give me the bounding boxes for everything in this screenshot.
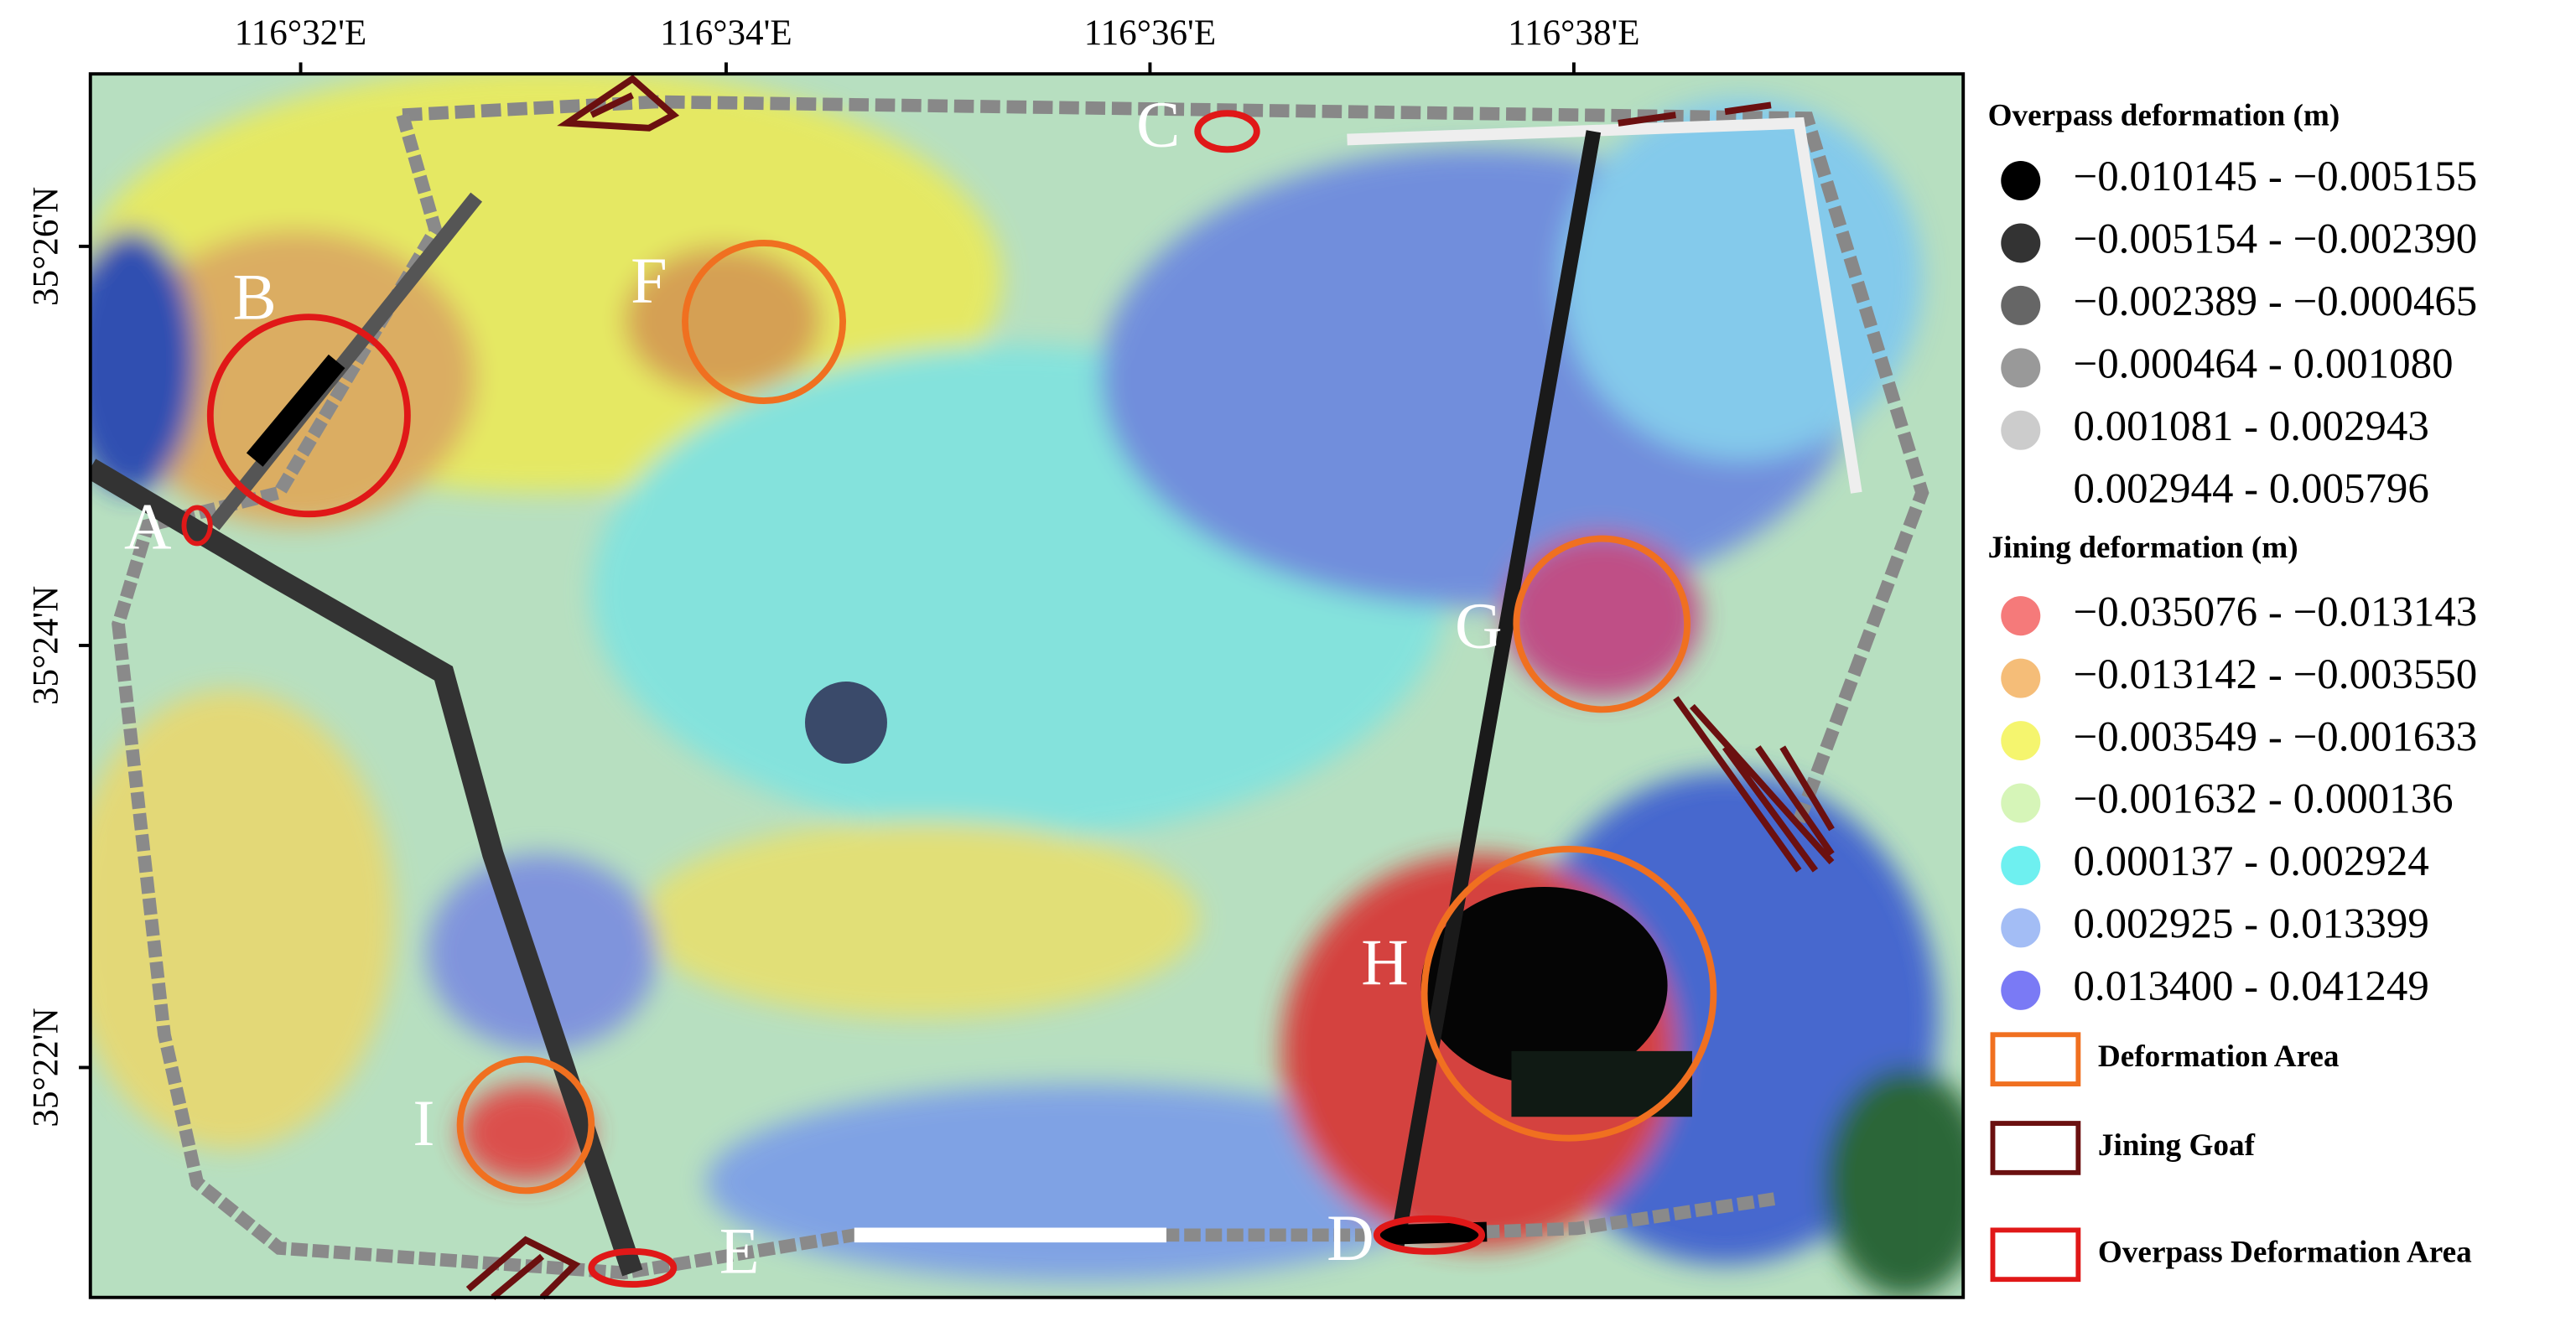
latitude-label: 35°22'N [27,1008,66,1127]
area-label: I [413,1086,434,1159]
longitude-label: 116°32'E [235,13,366,53]
legend-swatch [2001,348,2041,388]
area-label: F [631,244,667,317]
legend-label: Overpass Deformation Area [2098,1235,2472,1269]
legend-label: Jining Goaf [2098,1128,2256,1163]
area-label: B [233,260,277,333]
map-frame [88,72,1966,1299]
legend-label: −0.005154 - −0.002390 [2073,216,2477,263]
legend-label: −0.010145 - −0.005155 [2073,153,2477,200]
longitude-label: 116°34'E [660,13,792,53]
legend-label: −0.001632 - 0.000136 [2073,776,2453,823]
legend-swatch [2001,223,2041,263]
area-label: G [1455,588,1503,661]
area-label: C [1136,88,1180,161]
latitude-label: 35°24'N [27,586,66,705]
legend-label: Deformation Area [2098,1039,2340,1074]
legend-label: −0.002389 - −0.000465 [2073,278,2477,325]
legend-label: −0.013142 - −0.003550 [2073,651,2477,698]
legend-label: 0.001081 - 0.002943 [2073,403,2428,450]
legend-label: 0.013400 - 0.041249 [2073,963,2428,1010]
area-label: D [1327,1201,1374,1274]
legend-swatch [2001,783,2041,823]
map-image [90,74,1964,1298]
legend-swatch [2001,410,2041,450]
legend-swatch [2001,285,2041,325]
legend-swatch [2001,970,2041,1010]
legend-swatch [2001,596,2041,636]
legend-swatch [2001,160,2041,201]
legend-swatch [2001,845,2041,885]
legend-swatch [2001,721,2041,761]
area-label: A [124,490,172,563]
legend-title: Overpass deformation (m) [1988,99,2340,133]
legend-swatch [2001,473,2041,513]
legend-label: −0.035076 - −0.013143 [2073,588,2477,635]
legend-label: 0.002944 - 0.005796 [2073,465,2428,512]
legend-label: 0.000137 - 0.002924 [2073,838,2428,885]
area-label: E [719,1215,760,1288]
legend-label: −0.003549 - −0.001633 [2073,713,2477,760]
legend-label: −0.000464 - 0.001080 [2073,341,2453,388]
legend-symbol [1990,1121,2081,1175]
legend-title: Jining deformation (m) [1988,531,2298,565]
legend-label: 0.002925 - 0.013399 [2073,901,2428,948]
latitude-label: 35°26'N [27,187,66,306]
legend-swatch [2001,658,2041,698]
overlays [181,75,1835,1300]
legend-symbol [1990,1032,2081,1086]
area-label: H [1361,925,1409,998]
legend-swatch [2001,908,2041,948]
longitude-label: 116°36'E [1084,13,1216,53]
legend-symbol [1990,1227,2081,1283]
longitude-label: 116°38'E [1508,13,1639,53]
